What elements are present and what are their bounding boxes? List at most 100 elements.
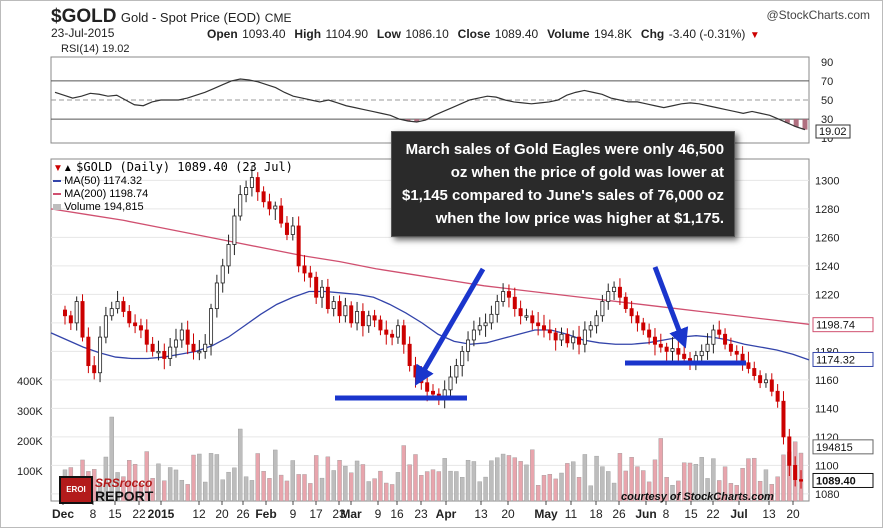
rsi-tick: 70 xyxy=(821,76,833,88)
volume-bar xyxy=(518,461,523,502)
price-candle xyxy=(471,329,476,341)
price-candle xyxy=(191,343,196,352)
volume-bar xyxy=(465,459,471,502)
ma200-badge-value: 1198.74 xyxy=(816,320,855,332)
x-label: 8 xyxy=(90,507,97,521)
logo-line2: REPORT xyxy=(95,488,154,504)
price-candle xyxy=(793,464,798,481)
open-label: Open xyxy=(207,27,238,41)
price-candle xyxy=(483,322,488,327)
price-candle xyxy=(635,315,640,324)
volume-bar xyxy=(722,466,728,502)
open-value: 1093.40 xyxy=(242,27,286,41)
june-arrow xyxy=(652,266,689,349)
price-candle xyxy=(103,315,108,338)
ohlc-row: Open 1093.40 High 1104.90 Low 1086.10 Cl… xyxy=(207,25,760,43)
volume-bar xyxy=(623,470,628,502)
price-candle xyxy=(156,350,161,354)
price-candle xyxy=(577,336,582,345)
volume-bar xyxy=(273,449,278,502)
volume-bar xyxy=(243,476,249,502)
volume-bar xyxy=(553,478,558,502)
price-tick: 1220 xyxy=(815,289,839,301)
volume-label: Volume xyxy=(547,27,590,41)
rsi-badge-value: 19.02 xyxy=(819,126,847,138)
volume-bar xyxy=(483,476,488,502)
price-candle xyxy=(185,329,190,345)
annotation-line: when the low price was higher at $1,175. xyxy=(435,210,725,227)
volume-bar xyxy=(389,484,395,502)
price-candle xyxy=(647,329,652,338)
x-label: 9 xyxy=(375,507,382,521)
x-label: 15 xyxy=(684,507,698,521)
price-candle xyxy=(115,301,120,310)
volume-bar xyxy=(728,483,734,502)
volume-bar xyxy=(460,477,465,502)
volume-bar xyxy=(191,454,196,502)
price-candle xyxy=(506,291,511,298)
volume-tick: 200K xyxy=(17,436,43,448)
volume-bar xyxy=(308,483,313,502)
volume-bar xyxy=(284,480,290,502)
x-label: 8 xyxy=(663,507,670,521)
volume-bar xyxy=(559,472,564,502)
close-label: Close xyxy=(457,27,491,41)
volume-bar xyxy=(670,484,675,502)
price-candle xyxy=(133,322,138,327)
price-candle xyxy=(203,343,208,352)
price-candle xyxy=(676,348,681,355)
volume-bar xyxy=(436,471,442,502)
x-label: 22 xyxy=(706,507,720,521)
chg-label: Chg xyxy=(640,27,665,41)
volume-bar xyxy=(600,466,605,502)
volume-bar xyxy=(109,416,114,502)
rsi-tick: 50 xyxy=(821,95,833,107)
price-candle xyxy=(600,301,605,317)
volume-badge-value: 194815 xyxy=(816,442,853,454)
price-candle xyxy=(536,322,541,327)
volume-bar xyxy=(238,428,243,502)
x-label: May xyxy=(534,507,558,521)
price-candle xyxy=(261,191,266,203)
volume-bar xyxy=(629,457,634,502)
march-arrow xyxy=(414,267,486,386)
volume-bar xyxy=(97,483,103,502)
volume-bar xyxy=(173,469,179,502)
volume-bar xyxy=(278,474,284,502)
credit: courtesy of StockCharts.com xyxy=(621,491,774,503)
volume-bar xyxy=(611,482,617,502)
price-candle xyxy=(279,205,284,224)
price-candle xyxy=(582,329,587,345)
volume-bar xyxy=(506,455,512,502)
price-candle xyxy=(466,339,471,352)
volume-bar xyxy=(781,454,786,502)
high-value: 1104.90 xyxy=(325,27,369,41)
volume-bar xyxy=(681,462,687,502)
price-candle xyxy=(758,375,763,384)
volume-bar xyxy=(641,470,646,502)
legend-ma50: MA(50) 1174.32 xyxy=(53,175,293,188)
volume-bar xyxy=(208,453,214,502)
price-candle xyxy=(355,311,360,324)
volume-bar xyxy=(349,472,354,502)
volume-bar xyxy=(167,467,173,502)
price-candle xyxy=(284,222,289,235)
volume-bar xyxy=(588,485,593,502)
volume-bar xyxy=(313,455,319,502)
volume-bar xyxy=(220,479,225,502)
price-candle xyxy=(68,315,73,324)
price-candle xyxy=(197,350,202,354)
x-label: 20 xyxy=(215,507,229,521)
x-label: 17 xyxy=(309,507,323,521)
price-candle xyxy=(337,301,342,317)
price-candle xyxy=(629,308,634,317)
price-candle xyxy=(214,282,219,310)
volume-bar xyxy=(162,480,167,502)
low-value: 1086.10 xyxy=(405,27,449,41)
volume-bar xyxy=(606,471,611,502)
price-candle xyxy=(524,315,529,318)
volume-bar xyxy=(757,480,763,502)
x-label: 13 xyxy=(762,507,776,521)
logo-line1: SRSrocco xyxy=(95,476,153,490)
ma50-badge-value: 1174.32 xyxy=(816,354,855,366)
